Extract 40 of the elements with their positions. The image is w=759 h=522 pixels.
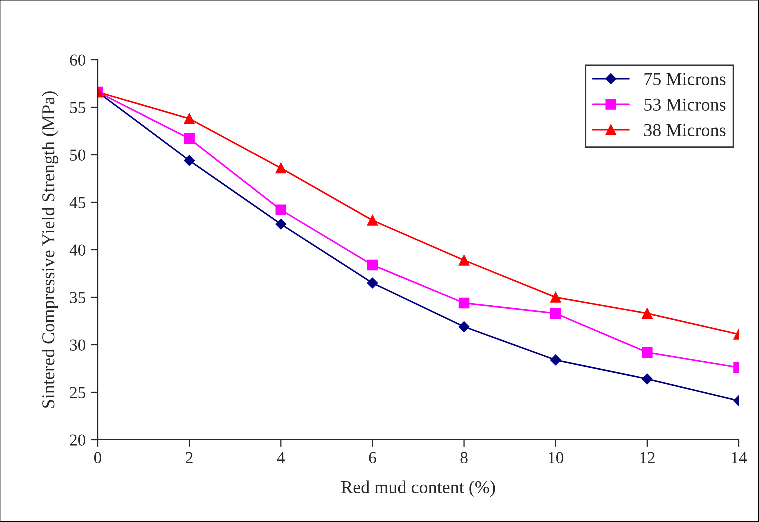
- point: [276, 218, 287, 230]
- y-tick-label: 60: [70, 54, 86, 66]
- y-tick-label: 40: [70, 244, 86, 256]
- point: [550, 292, 562, 303]
- point: [550, 354, 562, 366]
- x-tick-label: 10: [548, 452, 564, 464]
- y-tick-label: 55: [70, 102, 86, 114]
- point: [367, 278, 378, 289]
- point: [367, 215, 378, 226]
- y-tick-label: 50: [70, 150, 86, 161]
- point: [276, 162, 287, 174]
- legend-label: 75 Microns: [644, 73, 726, 86]
- point: [458, 255, 470, 266]
- point: [184, 114, 195, 124]
- point: [184, 155, 195, 166]
- x-axis-title: Red mud content (%): [342, 480, 496, 498]
- x-tick-label: 4: [277, 452, 286, 464]
- x-tick-label: 0: [94, 452, 102, 464]
- x-tick-label: 2: [186, 452, 193, 464]
- legend-label: 38 Microns: [644, 124, 726, 136]
- point: [642, 374, 653, 385]
- point: [184, 133, 195, 144]
- legend-label: 53 Microns: [644, 98, 726, 111]
- y-axis-title: Sintered Compressive Yield Strength (MPa): [42, 92, 58, 408]
- y-tick-label: 35: [70, 292, 86, 304]
- y-tick-label: 20: [70, 434, 86, 446]
- y-tick-label: 45: [70, 197, 86, 208]
- x-tick-label: 12: [640, 452, 655, 464]
- point: [642, 347, 653, 358]
- point: [458, 322, 470, 332]
- x-tick-label: 6: [369, 452, 376, 464]
- y-tick-label: 25: [70, 387, 86, 398]
- point: [550, 308, 562, 320]
- point: [276, 204, 287, 216]
- point: [367, 260, 378, 271]
- x-tick-label: 14: [732, 452, 748, 464]
- y-tick-label: 30: [70, 340, 86, 351]
- point: [458, 298, 470, 309]
- point: [642, 308, 653, 320]
- x-tick-label: 8: [460, 452, 468, 464]
